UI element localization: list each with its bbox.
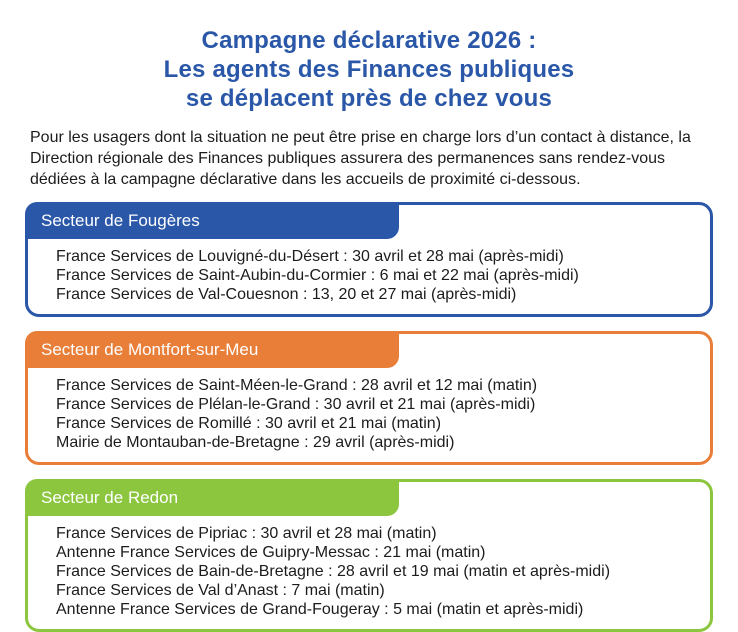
sector-header: Secteur de Fougères (25, 202, 399, 239)
list-item: France Services de Val d’Anast : 7 mai (… (56, 582, 385, 599)
sectors: Secteur de Fougères France Services de L… (0, 202, 738, 632)
sector-box: Secteur de Montfort-sur-Meu France Servi… (25, 331, 713, 465)
sector-label: Secteur de Fougères (41, 210, 200, 230)
title-line: Les agents des Finances publiques (163, 56, 575, 83)
list-item: France Services de Plélan-le-Grand : 30 … (56, 396, 536, 413)
sector-list: France Services de Pipriac : 30 avril et… (28, 516, 710, 629)
list-item: Mairie de Montauban-de-Bretagne : 29 avr… (56, 434, 455, 451)
page-title: Campagne déclarative 2026 : Les agents d… (0, 26, 738, 113)
title-line: se déplacent près de chez vous (185, 85, 553, 112)
list-item: France Services de Saint-Aubin-du-Cormie… (56, 267, 579, 284)
sector-list: France Services de Louvigné-du-Désert : … (28, 239, 710, 314)
list-item: France Services de Saint-Méen-le-Grand :… (56, 377, 538, 394)
sector-header: Secteur de Montfort-sur-Meu (25, 331, 399, 368)
intro-text: Pour les usagers dont la situation ne pe… (30, 129, 691, 188)
list-item: France Services de Val-Couesnon : 13, 20… (56, 286, 517, 303)
sector-box: Secteur de Redon France Services de Pipr… (25, 479, 713, 632)
list-item: Antenne France Services de Guipry-Messac… (56, 544, 486, 561)
sector-box: Secteur de Fougères France Services de L… (25, 202, 713, 317)
list-item: France Services de Bain-de-Bretagne : 28… (56, 563, 611, 580)
title-line: Campagne déclarative 2026 : (201, 27, 537, 54)
list-item: France Services de Pipriac : 30 avril et… (56, 525, 437, 542)
list-item: France Services de Louvigné-du-Désert : … (56, 248, 564, 265)
sector-header: Secteur de Redon (25, 479, 399, 516)
list-item: France Services de Romillé : 30 avril et… (56, 415, 442, 432)
sector-list: France Services de Saint-Méen-le-Grand :… (28, 368, 710, 462)
sector-label: Secteur de Montfort-sur-Meu (41, 339, 259, 359)
list-item: Antenne France Services de Grand-Fougera… (56, 601, 584, 618)
sector-label: Secteur de Redon (41, 487, 179, 507)
